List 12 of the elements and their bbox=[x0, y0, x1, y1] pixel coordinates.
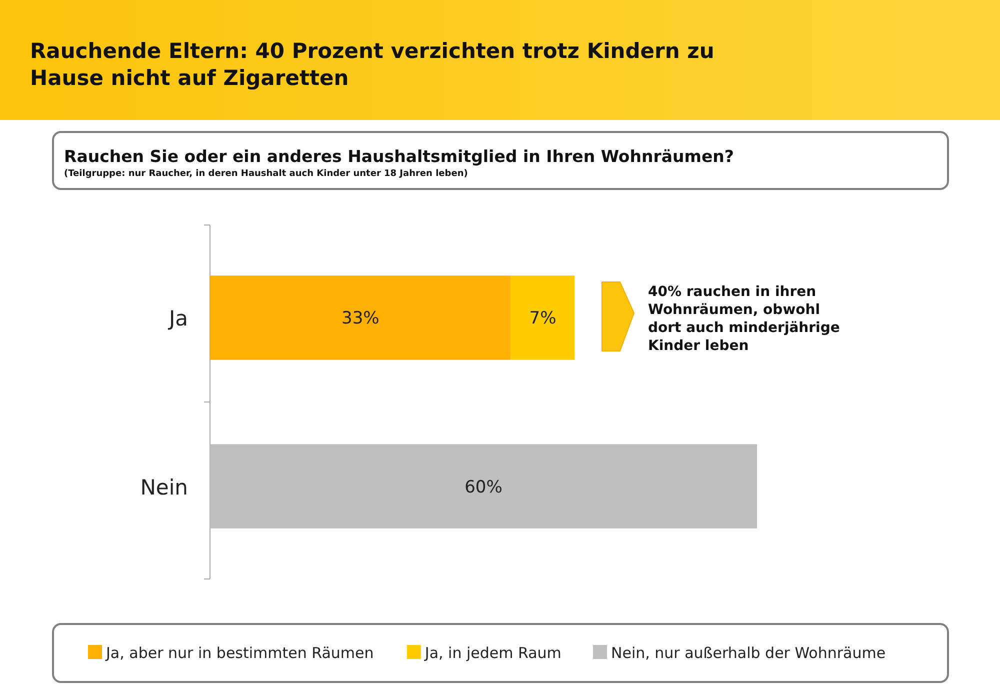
data-label: 7% bbox=[529, 308, 556, 329]
legend-label: Ja, in jedem Raum bbox=[424, 644, 562, 662]
chart-subtitle: Rauchen Sie oder ein anderes Haushaltsmitglied in Ihren Wohnräumen? bbox=[64, 147, 734, 166]
data-label: 33% bbox=[342, 308, 380, 329]
chart-title: Rauchende Eltern: 40 Prozent verzichten trotz Kindern zu Hause nicht auf Zigaretten bbox=[30, 39, 714, 90]
legend-label: Ja, aber nur in bestimmten Räumen bbox=[105, 644, 374, 662]
annotation: 40% rauchen in ihren Wohnräumen, obwohl dort auch minderjährige Kinder leben bbox=[648, 284, 840, 354]
data-label: 60% bbox=[464, 477, 502, 498]
text: (Teilgruppe: nur Raucher, in deren Haushalt auch Kinder unter 18 Jahren leben) bbox=[64, 169, 468, 179]
y-tick-label: Ja bbox=[166, 306, 188, 331]
y-tick-label: Nein bbox=[140, 475, 188, 500]
legend-label: Nein, nur außerhalb der Wohnräume bbox=[611, 644, 886, 662]
